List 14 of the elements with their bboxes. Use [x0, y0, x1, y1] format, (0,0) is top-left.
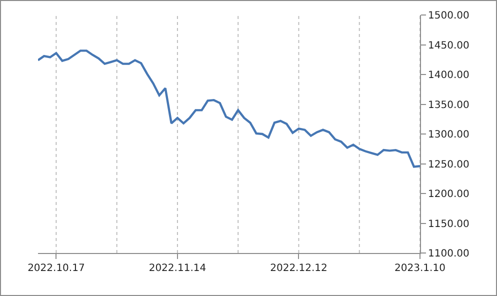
y-tick-label: 1250.00 [428, 159, 470, 170]
x-tick-label: 2022.11.14 [148, 263, 206, 274]
x-tick-label: 2023.1.10 [394, 263, 446, 274]
y-tick-label: 1450.00 [428, 40, 470, 52]
y-tick-label: 1200.00 [428, 189, 470, 200]
y-tick-label: 1150.00 [428, 218, 470, 230]
y-tick-label: 1500.00 [428, 10, 470, 22]
y-tick-label: 1300.00 [428, 130, 470, 140]
x-tick-label: 2022.12.12 [270, 263, 328, 274]
y-tick-label: 1100.00 [428, 248, 470, 260]
line-series [38, 50, 420, 168]
y-tick-label: 1400.00 [428, 70, 470, 81]
x-tick-label: 2022.10.17 [28, 263, 85, 274]
y-tick-label: 1350.00 [428, 100, 470, 111]
